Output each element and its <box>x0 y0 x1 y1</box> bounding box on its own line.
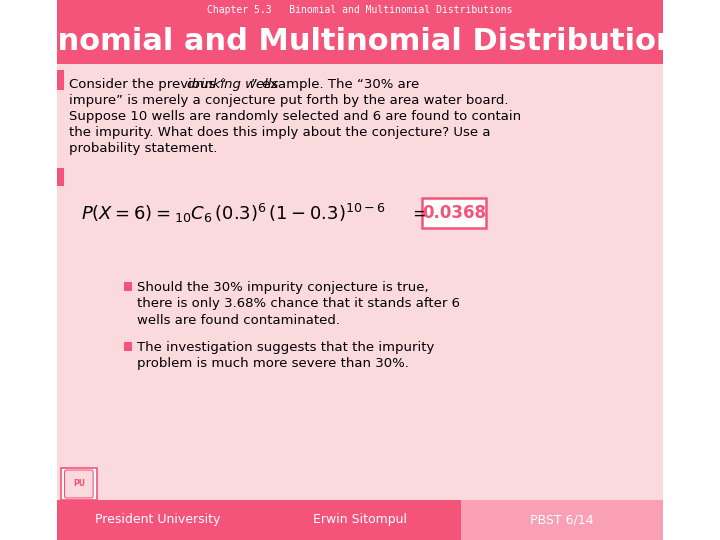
FancyBboxPatch shape <box>57 70 63 90</box>
Text: problem is much more severe than 30%.: problem is much more severe than 30%. <box>137 357 409 370</box>
Text: Erwin Sitompul: Erwin Sitompul <box>313 514 407 526</box>
FancyBboxPatch shape <box>57 64 663 500</box>
Text: 0.0368: 0.0368 <box>423 204 486 222</box>
FancyBboxPatch shape <box>57 20 663 64</box>
Text: Consider the previous “: Consider the previous “ <box>68 78 226 91</box>
Text: PBST 6/14: PBST 6/14 <box>531 514 594 526</box>
Text: The investigation suggests that the impurity: The investigation suggests that the impu… <box>137 341 434 354</box>
Text: impure” is merely a conjecture put forth by the area water board.: impure” is merely a conjecture put forth… <box>68 94 508 107</box>
FancyBboxPatch shape <box>57 168 63 186</box>
FancyBboxPatch shape <box>125 282 132 291</box>
Text: Should the 30% impurity conjecture is true,: Should the 30% impurity conjecture is tr… <box>137 281 428 294</box>
Text: Chapter 5.3   Binomial and Multinomial Distributions: Chapter 5.3 Binomial and Multinomial Dis… <box>207 5 513 15</box>
FancyBboxPatch shape <box>57 0 663 20</box>
Text: probability statement.: probability statement. <box>68 142 217 155</box>
FancyBboxPatch shape <box>65 470 93 498</box>
Text: PU: PU <box>73 480 85 489</box>
Text: ” example. The “30% are: ” example. The “30% are <box>251 78 419 91</box>
Text: President University: President University <box>95 514 220 526</box>
Text: $P(X=6) = {}_{10}C_6\,(0.3)^6\,(1-0.3)^{10-6}$: $P(X=6) = {}_{10}C_6\,(0.3)^6\,(1-0.3)^{… <box>81 201 385 225</box>
FancyBboxPatch shape <box>57 500 461 540</box>
FancyBboxPatch shape <box>461 500 663 540</box>
Text: $=$: $=$ <box>409 204 428 222</box>
FancyBboxPatch shape <box>61 468 96 500</box>
Text: Suppose 10 wells are randomly selected and 6 are found to contain: Suppose 10 wells are randomly selected a… <box>68 110 521 123</box>
Text: drinking wells: drinking wells <box>186 78 278 91</box>
Text: wells are found contaminated.: wells are found contaminated. <box>137 314 340 327</box>
Text: Binomial and Multinomial Distributions: Binomial and Multinomial Distributions <box>24 28 696 57</box>
FancyBboxPatch shape <box>423 198 486 228</box>
FancyBboxPatch shape <box>125 342 132 351</box>
Text: the impurity. What does this imply about the conjecture? Use a: the impurity. What does this imply about… <box>68 126 490 139</box>
Text: there is only 3.68% chance that it stands after 6: there is only 3.68% chance that it stand… <box>137 298 460 310</box>
